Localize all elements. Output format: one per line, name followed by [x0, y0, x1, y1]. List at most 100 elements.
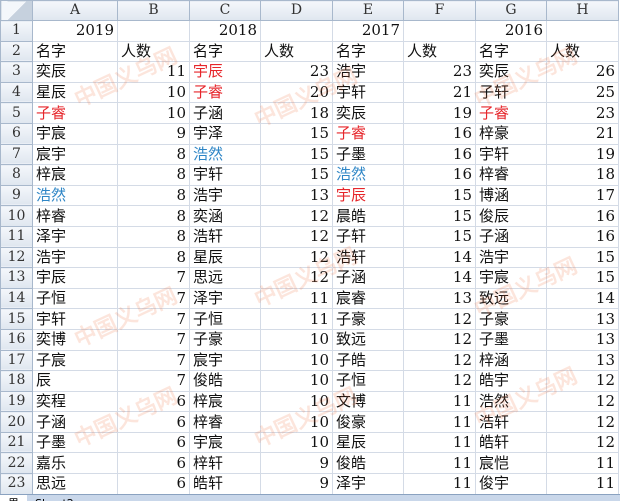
name-cell[interactable]: 俊辰 — [475, 205, 547, 227]
name-cell[interactable]: 宇辰 — [189, 61, 261, 83]
name-cell[interactable]: 子宸 — [32, 349, 118, 372]
row-header-15[interactable]: 15 — [0, 308, 33, 330]
name-cell[interactable]: 宇轩 — [32, 308, 118, 330]
count-cell[interactable]: 12 — [546, 370, 619, 392]
name-cell[interactable]: 浩轩 — [332, 246, 404, 269]
name-cell[interactable]: 星辰 — [189, 246, 261, 269]
row-header-6[interactable]: 6 — [0, 122, 33, 145]
column-header-H[interactable]: H — [546, 0, 619, 21]
count-cell[interactable]: 6 — [117, 431, 190, 454]
name-cell[interactable]: 子涵 — [332, 267, 404, 289]
count-cell[interactable]: 10 — [260, 328, 333, 351]
name-cell[interactable]: 宇宸 — [189, 431, 261, 454]
name-cell[interactable]: 俊皓 — [189, 370, 261, 392]
name-cell[interactable]: 奕涵 — [189, 205, 261, 227]
name-cell[interactable]: 子轩 — [475, 81, 547, 104]
count-cell[interactable]: 15 — [403, 205, 476, 227]
name-cell[interactable]: 梓睿 — [475, 164, 547, 186]
count-cell[interactable]: 11 — [403, 431, 476, 454]
name-cell[interactable]: 思远 — [189, 267, 261, 289]
name-cell[interactable]: 宇辰 — [332, 184, 404, 207]
name-cell[interactable]: 子皓 — [332, 349, 404, 372]
count-cell[interactable]: 12 — [546, 431, 619, 454]
sheet-tab[interactable]: 男 — [0, 495, 27, 501]
count-cell[interactable]: 14 — [403, 246, 476, 269]
count-cell[interactable]: 11 — [403, 473, 476, 495]
count-cell[interactable]: 25 — [546, 81, 619, 104]
count-header-cell[interactable]: 人数 — [403, 40, 476, 63]
count-cell[interactable]: 15 — [546, 267, 619, 289]
name-header-cell[interactable]: 名字 — [32, 40, 118, 63]
count-cell[interactable]: 10 — [260, 390, 333, 413]
count-cell[interactable]: 11 — [117, 61, 190, 83]
name-cell[interactable]: 嘉乐 — [32, 452, 118, 475]
name-cell[interactable]: 浩然 — [189, 143, 261, 166]
count-cell[interactable]: 19 — [546, 143, 619, 166]
count-cell[interactable]: 15 — [546, 246, 619, 269]
count-cell[interactable]: 10 — [260, 411, 333, 433]
name-cell[interactable]: 皓轩 — [189, 473, 261, 495]
name-cell[interactable]: 宸睿 — [332, 287, 404, 310]
name-cell[interactable]: 宇宸 — [475, 267, 547, 289]
name-cell[interactable]: 梓宸 — [189, 390, 261, 413]
name-cell[interactable]: 泽宇 — [32, 225, 118, 248]
count-cell[interactable]: 13 — [546, 328, 619, 351]
name-cell[interactable]: 宇辰 — [32, 267, 118, 289]
count-cell[interactable]: 9 — [260, 452, 333, 475]
count-cell[interactable]: 13 — [546, 308, 619, 330]
count-cell[interactable]: 10 — [260, 431, 333, 454]
count-cell[interactable]: 21 — [403, 81, 476, 104]
name-cell[interactable]: 奕辰 — [475, 61, 547, 83]
count-header-cell[interactable]: 人数 — [260, 40, 333, 63]
row-header-5[interactable]: 5 — [0, 102, 33, 124]
year-cell[interactable]: 2019 — [32, 20, 118, 42]
name-cell[interactable]: 奕程 — [32, 390, 118, 413]
name-cell[interactable]: 浩然 — [475, 390, 547, 413]
count-cell[interactable]: 20 — [260, 81, 333, 104]
count-cell[interactable]: 7 — [117, 287, 190, 310]
count-cell[interactable]: 9 — [260, 473, 333, 495]
name-cell[interactable]: 晨皓 — [332, 205, 404, 227]
count-cell[interactable]: 23 — [403, 61, 476, 83]
count-cell[interactable]: 12 — [546, 411, 619, 433]
row-header-14[interactable]: 14 — [0, 287, 33, 310]
name-cell[interactable]: 奕辰 — [332, 102, 404, 124]
count-cell[interactable]: 21 — [546, 122, 619, 145]
name-cell[interactable]: 俊宇 — [475, 473, 547, 495]
count-cell[interactable]: 10 — [117, 102, 190, 124]
name-cell[interactable]: 梓睿 — [32, 205, 118, 227]
name-cell[interactable]: 浩宇 — [332, 61, 404, 83]
name-cell[interactable]: 皓宇 — [475, 370, 547, 392]
name-cell[interactable]: 宇泽 — [189, 122, 261, 145]
row-header-8[interactable]: 8 — [0, 164, 33, 186]
count-cell[interactable]: 6 — [117, 452, 190, 475]
column-header-E[interactable]: E — [332, 0, 404, 21]
column-header-C[interactable]: C — [189, 0, 261, 21]
name-cell[interactable]: 博涵 — [475, 184, 547, 207]
name-cell[interactable]: 浩轩 — [475, 411, 547, 433]
cell[interactable] — [403, 20, 476, 42]
count-cell[interactable]: 7 — [117, 349, 190, 372]
count-cell[interactable]: 18 — [546, 164, 619, 186]
row-header-3[interactable]: 3 — [0, 61, 33, 83]
row-header-10[interactable]: 10 — [0, 205, 33, 227]
row-header-1[interactable]: 1 — [0, 20, 33, 42]
count-cell[interactable]: 8 — [117, 143, 190, 166]
name-cell[interactable]: 子睿 — [189, 81, 261, 104]
name-cell[interactable]: 泽宇 — [332, 473, 404, 495]
row-header-2[interactable]: 2 — [0, 40, 33, 63]
count-cell[interactable]: 23 — [546, 102, 619, 124]
count-cell[interactable]: 8 — [117, 246, 190, 269]
name-cell[interactable]: 子恒 — [189, 308, 261, 330]
name-cell[interactable]: 子涵 — [189, 102, 261, 124]
row-header-12[interactable]: 12 — [0, 246, 33, 269]
row-header-13[interactable]: 13 — [0, 267, 33, 289]
count-header-cell[interactable]: 人数 — [117, 40, 190, 63]
count-cell[interactable]: 16 — [403, 164, 476, 186]
cell[interactable] — [117, 20, 190, 42]
count-cell[interactable]: 12 — [403, 328, 476, 351]
name-cell[interactable]: 宇宸 — [32, 122, 118, 145]
row-header-9[interactable]: 9 — [0, 184, 33, 207]
count-cell[interactable]: 14 — [403, 267, 476, 289]
name-cell[interactable]: 子豪 — [332, 308, 404, 330]
